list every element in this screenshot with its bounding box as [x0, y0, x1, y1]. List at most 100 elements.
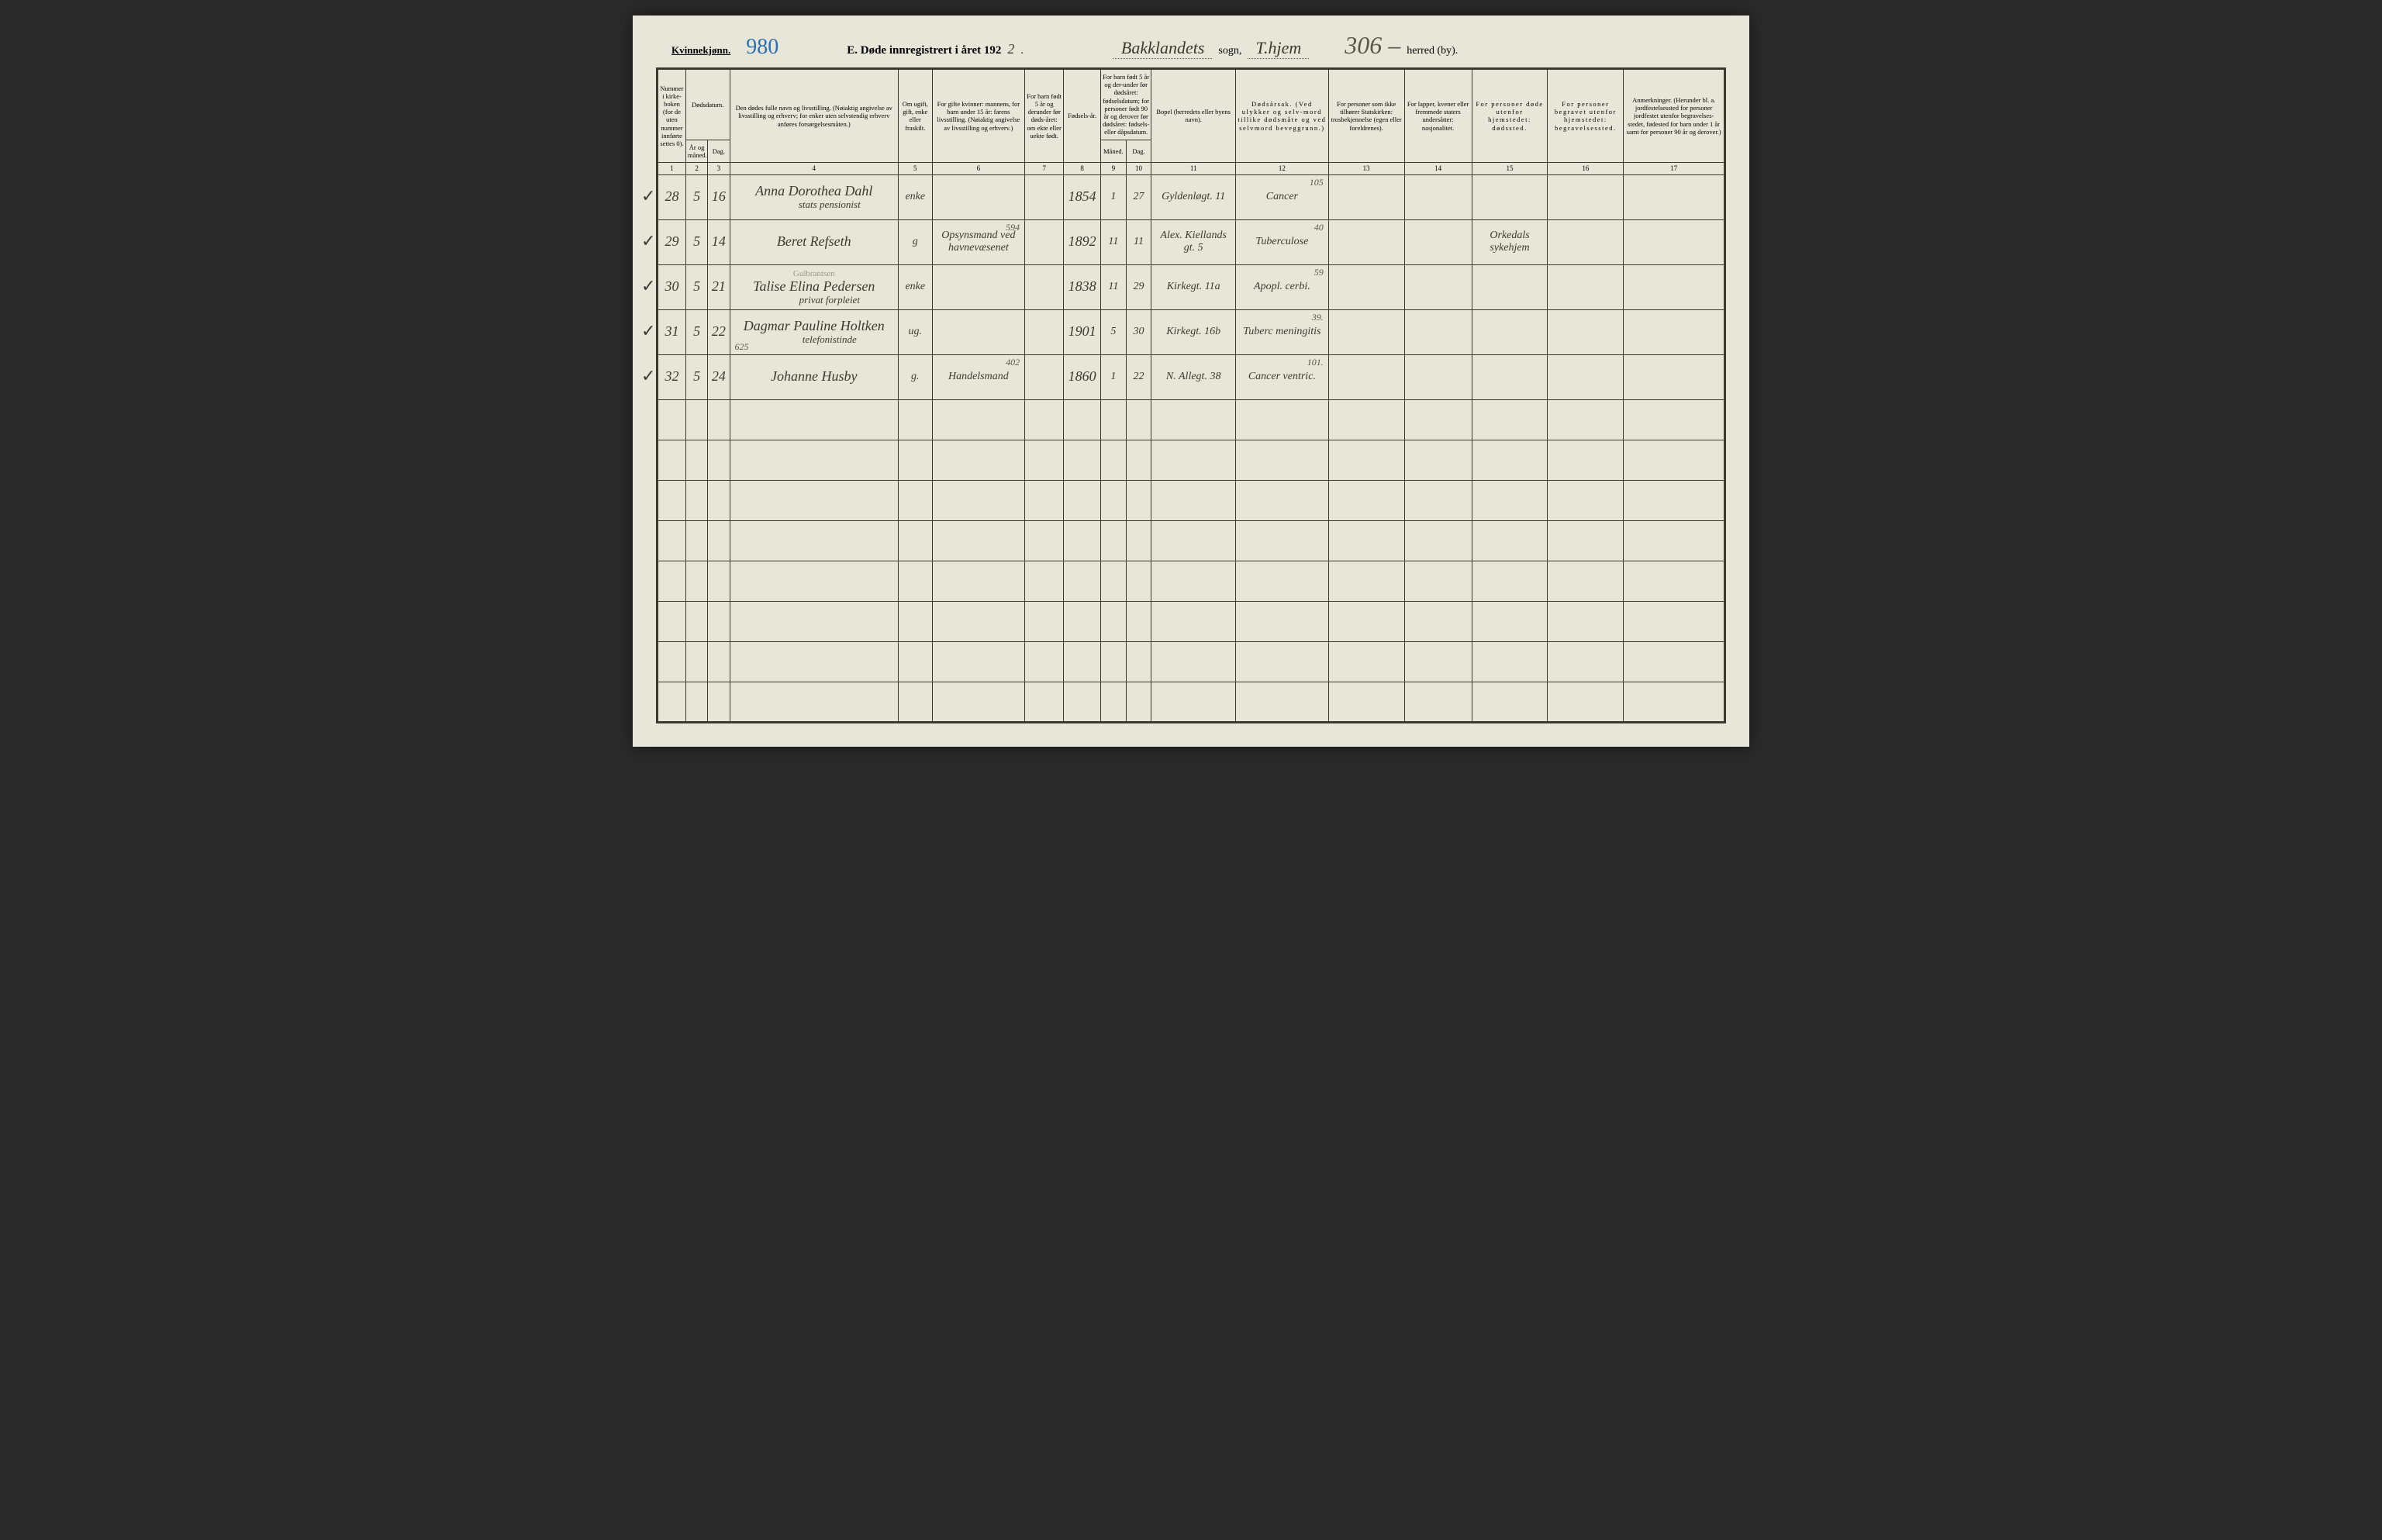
cell-bday: 22: [1126, 354, 1151, 399]
cell-empty: [1472, 399, 1548, 440]
cell-c14: [1404, 219, 1472, 264]
cell-status: g: [899, 219, 933, 264]
cell-c7: [1025, 264, 1064, 309]
cell-bopel: N. Allegt. 38: [1151, 354, 1236, 399]
col-header-13: For personer som ikke tilhører Statskirk…: [1328, 69, 1404, 163]
cell-empty: [1472, 641, 1548, 682]
cell-c16: [1548, 264, 1624, 309]
col-header-2: År og måned.: [685, 140, 707, 162]
cell-cause: 101. Cancer ventric.: [1236, 354, 1329, 399]
checkmark: ✓: [641, 231, 655, 251]
cell-c15: [1472, 309, 1548, 354]
cell-c13: [1328, 219, 1404, 264]
cell-c16: [1548, 174, 1624, 219]
cell-empty: [1236, 399, 1329, 440]
page-header: Kvinnekjønn. 980 E. Døde innregistrert i…: [656, 31, 1726, 60]
cell-empty: [899, 682, 933, 722]
cell-empty: [899, 520, 933, 561]
cell-cause: 59 Apopl. cerbi.: [1236, 264, 1329, 309]
cell-empty: [730, 440, 899, 480]
cell-empty: [1624, 601, 1725, 641]
cell-empty: [1151, 561, 1236, 601]
col-header-17: Anmerkninger. (Herunder bl. a. jordfeste…: [1624, 69, 1725, 163]
col-header-9-10-top: For barn født 5 år og der-under før døds…: [1101, 69, 1151, 140]
cell-empty: [1548, 561, 1624, 601]
cell-empty: [1101, 440, 1127, 480]
cell-empty: [1064, 480, 1101, 520]
cell-month: 5: [685, 264, 707, 309]
cell-empty: [1126, 682, 1151, 722]
cell-empty: [1151, 682, 1236, 722]
cell-empty: [1472, 682, 1548, 722]
table-row: ✓ 29 5 14 Beret Refseth g 594 Opsynsmand…: [658, 219, 1725, 264]
cell-empty: [1472, 480, 1548, 520]
cell-num: ✓ 30: [658, 264, 686, 309]
cell-empty: [1064, 641, 1101, 682]
table-row: ✓ 31 5 22 Dagmar Pauline Holtken telefon…: [658, 309, 1725, 354]
cell-empty: [1472, 561, 1548, 601]
cell-bmonth: 5: [1101, 309, 1127, 354]
cell-num: ✓ 32: [658, 354, 686, 399]
cell-name: Dagmar Pauline Holtken telefonistinde 62…: [730, 309, 899, 354]
cell-empty: [1624, 641, 1725, 682]
cell-day: 22: [708, 309, 730, 354]
table-row: ✓ 32 5 24 Johanne Husby g. 402 Handelsma…: [658, 354, 1725, 399]
cell-bday: 11: [1126, 219, 1151, 264]
cell-spouse: [932, 174, 1025, 219]
cell-empty: [1126, 641, 1151, 682]
colnum: 8: [1064, 162, 1101, 174]
cell-empty: [708, 682, 730, 722]
table-row-empty: [658, 561, 1725, 601]
cell-empty: [932, 399, 1025, 440]
table-row-empty: [658, 440, 1725, 480]
cell-empty: [1101, 480, 1127, 520]
table-row: ✓ 28 5 16 Anna Dorothea Dahl stats pensi…: [658, 174, 1725, 219]
cell-c15: [1472, 264, 1548, 309]
cell-empty: [1472, 601, 1548, 641]
cell-month: 5: [685, 309, 707, 354]
cell-empty: [1404, 682, 1472, 722]
cell-spouse: 402 Handelsmand: [932, 354, 1025, 399]
cell-empty: [685, 561, 707, 601]
cell-cause: 105 Cancer: [1236, 174, 1329, 219]
table-header: Nummer i kirke-boken (for de uten nummer…: [658, 69, 1725, 175]
cell-c16: [1548, 219, 1624, 264]
cell-c13: [1328, 309, 1404, 354]
cell-empty: [1025, 641, 1064, 682]
col-header-11: Bopel (herredets eller byens navn).: [1151, 69, 1236, 163]
colnum: 3: [708, 162, 730, 174]
colnum: 15: [1472, 162, 1548, 174]
cell-empty: [932, 682, 1025, 722]
cell-empty: [685, 641, 707, 682]
cell-spouse: [932, 264, 1025, 309]
colnum: 12: [1236, 162, 1329, 174]
cell-empty: [1472, 520, 1548, 561]
cell-birth: 1860: [1064, 354, 1101, 399]
cell-spouse: 594 Opsynsmand ved havnevæsenet: [932, 219, 1025, 264]
cell-empty: [708, 561, 730, 601]
colnum: 2: [685, 162, 707, 174]
cell-empty: [1624, 561, 1725, 601]
cell-c16: [1548, 309, 1624, 354]
cell-birth: 1892: [1064, 219, 1101, 264]
cell-empty: [1126, 601, 1151, 641]
cell-empty: [1025, 520, 1064, 561]
cell-empty: [1548, 520, 1624, 561]
col-header-5: Om ugift, gift, enke eller fraskilt.: [899, 69, 933, 163]
cell-empty: [1624, 440, 1725, 480]
cell-empty: [1328, 561, 1404, 601]
cell-bday: 30: [1126, 309, 1151, 354]
cell-empty: [708, 440, 730, 480]
cell-empty: [1404, 399, 1472, 440]
cell-status: g.: [899, 354, 933, 399]
cell-c7: [1025, 354, 1064, 399]
cell-status: ug.: [899, 309, 933, 354]
cell-empty: [1126, 561, 1151, 601]
cell-empty: [932, 440, 1025, 480]
sogn-handwritten: Bakklandets: [1113, 38, 1213, 59]
cell-empty: [1624, 682, 1725, 722]
cell-c7: [1025, 309, 1064, 354]
cell-empty: [1328, 601, 1404, 641]
cell-empty: [1025, 561, 1064, 601]
cell-empty: [730, 520, 899, 561]
